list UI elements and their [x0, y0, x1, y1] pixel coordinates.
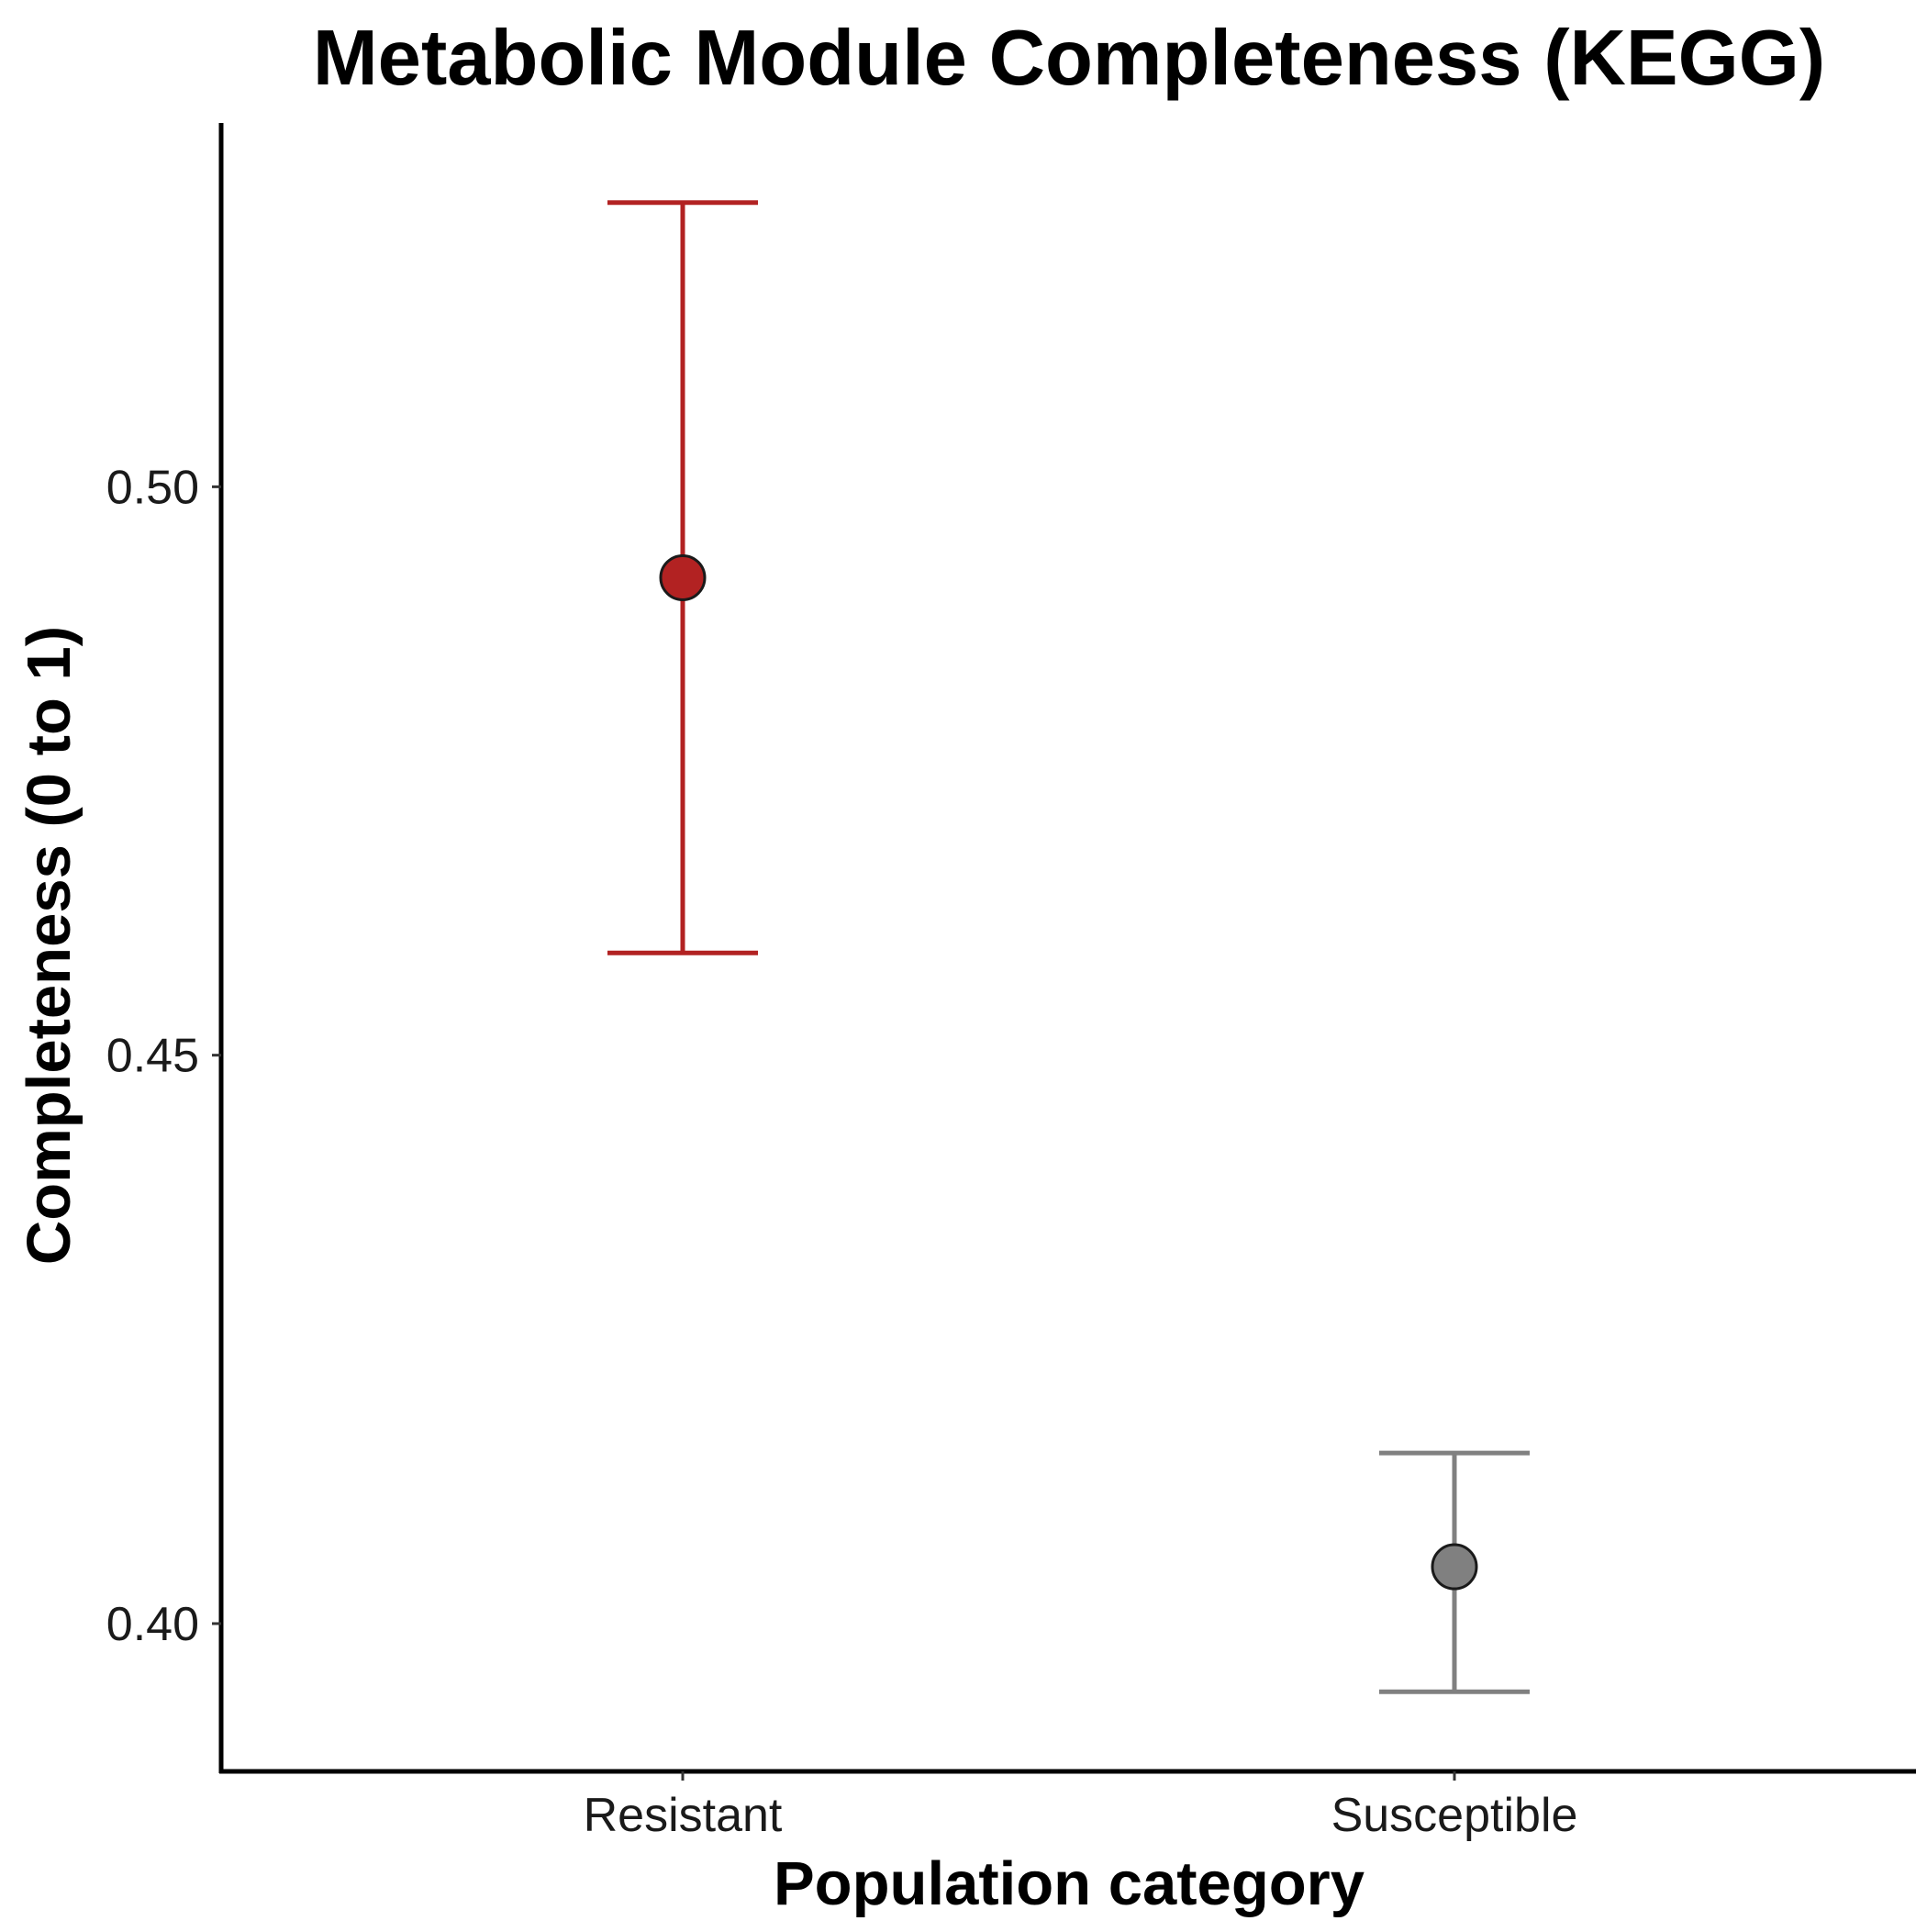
- y-axis-ticks: 0.40 0.45 0.50: [106, 461, 221, 1651]
- mean-point-resistant: [659, 553, 707, 601]
- x-tick-label-susceptible: Susceptible: [1331, 1789, 1578, 1842]
- chart-title: Metabolic Module Completeness (KEGG): [313, 15, 1825, 102]
- x-tick-label-resistant: Resistant: [584, 1789, 783, 1842]
- x-axis-title: Population category: [774, 1849, 1364, 1918]
- y-axis-title: Completeness (0 to 1): [15, 626, 84, 1265]
- error-bar-points: [607, 200, 1530, 1694]
- mean-point-susceptible: [1431, 1543, 1478, 1591]
- x-axis-ticks: Resistant Susceptible: [584, 1771, 1578, 1842]
- y-tick-label: 0.50: [106, 461, 199, 514]
- y-tick-label: 0.40: [106, 1598, 199, 1651]
- y-tick-label: 0.45: [106, 1030, 199, 1083]
